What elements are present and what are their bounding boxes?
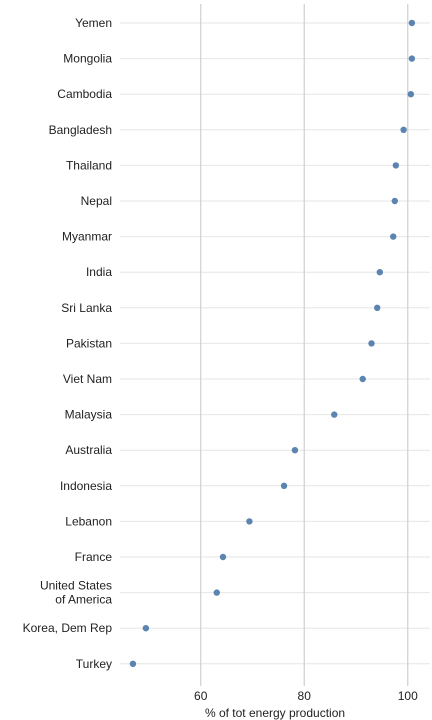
category-label: Thailand	[66, 158, 112, 172]
data-point	[291, 447, 299, 454]
data-point	[219, 553, 227, 561]
category-label: Cambodia	[57, 87, 112, 101]
x-tick-label: 80	[298, 689, 312, 703]
data-point	[390, 233, 397, 240]
category-label: Australia	[65, 443, 112, 457]
category-label: Indonesia	[60, 479, 112, 493]
category-label: India	[86, 265, 112, 279]
x-axis-title: % of tot energy production	[205, 706, 345, 720]
data-point	[407, 91, 415, 98]
x-tick-labels: 60 80 100	[194, 689, 418, 703]
data-point	[392, 162, 400, 169]
category-label: Pakistan	[66, 336, 112, 350]
data-point	[331, 411, 338, 418]
data-point	[359, 375, 366, 383]
category-label: Myanmar	[62, 230, 112, 244]
category-label: Nepal	[81, 194, 112, 208]
data-point	[142, 625, 150, 632]
data-point	[280, 482, 288, 489]
category-label: Malaysia	[65, 408, 113, 422]
category-label: Viet Nam	[63, 372, 112, 386]
data-points	[129, 19, 416, 667]
data-point	[408, 55, 416, 62]
data-point	[129, 660, 137, 667]
category-label: France	[75, 550, 113, 564]
data-point	[391, 197, 399, 205]
data-point	[213, 589, 220, 596]
data-point	[368, 340, 375, 347]
category-labels: Yemen Mongolia Cambodia Bangladesh Thailand N…	[23, 16, 113, 671]
category-label: Korea, Dem Rep	[23, 621, 113, 635]
data-point	[374, 304, 381, 311]
grid-lines	[120, 4, 430, 686]
category-label: United States of America	[40, 579, 112, 607]
category-label: Sri Lanka	[61, 301, 112, 315]
data-point	[246, 518, 253, 525]
data-point	[376, 269, 383, 276]
category-label: Bangladesh	[49, 123, 112, 137]
x-tick-label: 60	[194, 689, 208, 703]
x-tick-label: 100	[398, 689, 418, 703]
data-point	[408, 19, 416, 27]
data-point	[400, 126, 407, 133]
category-label: Yemen	[75, 16, 112, 30]
category-label: Lebanon	[65, 514, 112, 528]
category-label: Mongolia	[63, 52, 112, 66]
category-label: Turkey	[76, 657, 112, 671]
